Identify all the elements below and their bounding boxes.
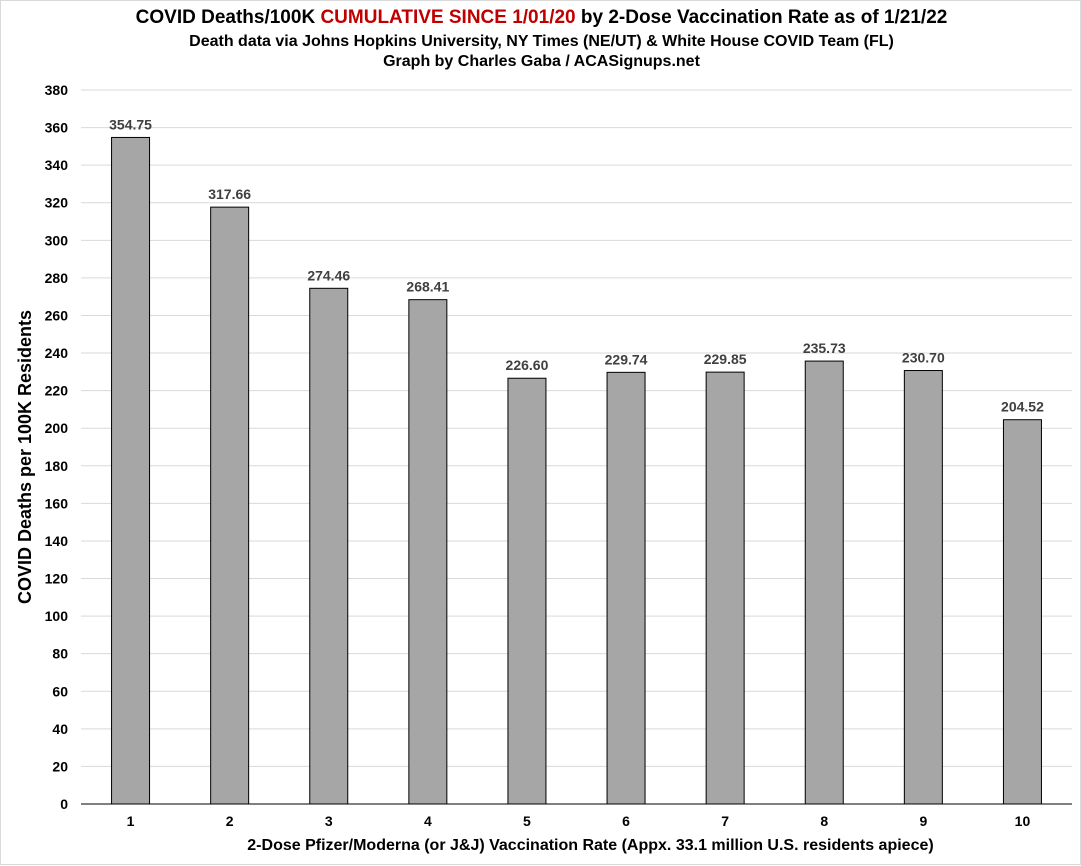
y-tick-label: 40	[52, 721, 68, 737]
data-label: 268.41	[406, 279, 449, 295]
data-label: 317.66	[208, 186, 251, 202]
x-tick-label: 10	[1015, 813, 1031, 829]
bar	[903, 370, 943, 805]
chart-subtitle-credit: Graph by Charles Gaba / ACASignups.net	[383, 53, 700, 70]
y-tick-label: 380	[45, 82, 69, 98]
data-label: 354.75	[109, 116, 152, 132]
y-tick-label: 220	[45, 383, 69, 399]
y-tick-label: 340	[45, 157, 69, 173]
bar	[507, 377, 547, 805]
x-tick-label: 7	[721, 813, 729, 829]
chart-title-part1: COVID Deaths/100K	[135, 7, 321, 28]
x-tick-label: 3	[325, 813, 333, 829]
x-tick-label: 1	[127, 813, 135, 829]
chart-subtitle-source: Death data via Johns Hopkins University,…	[189, 33, 894, 50]
x-tick-labels: 1 2 3 4 5 6 7 8 9 10	[127, 813, 1031, 829]
x-tick-label: 5	[523, 813, 531, 829]
y-tick-label: 180	[45, 458, 69, 474]
x-tick-label: 6	[622, 813, 630, 829]
data-label: 230.70	[902, 350, 945, 366]
x-tick-label: 9	[919, 813, 927, 829]
y-tick-label: 160	[45, 495, 69, 511]
bar	[111, 136, 151, 805]
y-tick-label: 0	[60, 796, 68, 812]
y-tick-label: 200	[45, 420, 69, 436]
y-tick-label: 300	[45, 232, 69, 248]
bar	[804, 360, 844, 805]
data-label: 204.52	[1001, 399, 1044, 415]
chart-title-part2: by 2-Dose Vaccination Rate as of 1/21/22	[575, 7, 948, 28]
chart-title-accent: CUMULATIVE SINCE 1/01/20	[320, 7, 576, 28]
y-tick-label: 60	[52, 683, 68, 699]
y-tick-labels: 0 20 40 60 80 100 120 140 160 180 200 220 240 260 280 3…	[45, 82, 69, 812]
chart-title: COVID Deaths/100K CUMULATIVE SINCE 1/01/…	[1, 7, 1081, 29]
x-tick-label: 4	[424, 813, 432, 829]
data-label: 226.60	[506, 357, 549, 373]
bar	[210, 206, 250, 805]
bar	[1002, 419, 1042, 805]
y-tick-label: 280	[45, 270, 69, 286]
x-axis-title: 2-Dose Pfizer/Moderna (or J&J) Vaccinati…	[247, 837, 933, 854]
y-tick-label: 360	[45, 120, 69, 136]
data-labels: 354.75 317.66 274.46 268.41 226.60 229.74 229.…	[109, 116, 1044, 414]
bars	[111, 136, 1042, 805]
y-tick-label: 20	[52, 758, 68, 774]
y-tick-label: 80	[52, 646, 68, 662]
bar	[705, 371, 745, 805]
x-tick-label: 2	[226, 813, 234, 829]
data-label: 229.74	[605, 351, 648, 367]
data-label: 235.73	[803, 340, 846, 356]
bar	[408, 299, 448, 805]
bar	[606, 371, 646, 805]
x-tick-label: 8	[820, 813, 828, 829]
y-tick-label: 140	[45, 533, 69, 549]
data-label: 274.46	[307, 267, 350, 283]
y-tick-label: 100	[45, 608, 69, 624]
bar	[309, 287, 349, 805]
data-label: 229.85	[704, 351, 747, 367]
y-tick-label: 120	[45, 571, 69, 587]
y-axis-title: COVID Deaths per 100K Residents	[15, 310, 35, 604]
y-tick-label: 240	[45, 345, 69, 361]
y-tick-label: 320	[45, 195, 69, 211]
y-tick-label: 260	[45, 307, 69, 323]
